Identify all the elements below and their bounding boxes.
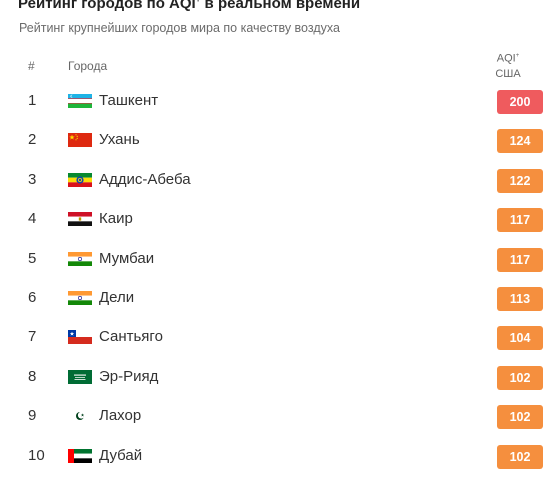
city-name[interactable]: Дели xyxy=(99,289,135,306)
column-header-aqi-mark: + xyxy=(515,53,520,59)
city-rank: 5 xyxy=(28,249,37,267)
column-header-city: Города xyxy=(68,59,108,73)
city-rank: 4 xyxy=(28,210,37,228)
page-subtitle: Рейтинг крупнейших городов мира по качес… xyxy=(19,21,340,35)
city-name[interactable]: Дубай xyxy=(99,446,143,464)
city-name[interactable]: Эр-Рияд xyxy=(99,367,159,385)
city-row[interactable]: 9 Лахор 102 xyxy=(0,396,556,436)
city-row[interactable]: 7 Сантьяго 104 xyxy=(0,317,556,357)
city-rank: 6 xyxy=(28,289,37,306)
city-rank: 8 xyxy=(28,367,37,385)
aqi-badge: 200 xyxy=(497,90,543,114)
city-name[interactable]: Аддис-Абеба xyxy=(99,170,191,188)
city-rank: 7 xyxy=(28,328,37,346)
city-row[interactable]: 10 Дубай 102 xyxy=(0,436,556,476)
aqi-badge: 122 xyxy=(497,168,543,193)
city-name[interactable]: Каир xyxy=(99,210,133,228)
uzbekistan-flag-icon xyxy=(68,94,92,108)
city-row[interactable]: 3 Аддис-Абеба 122 xyxy=(0,160,556,200)
city-rank: 10 xyxy=(28,446,45,464)
city-row[interactable]: 5 Мумбаи 117 xyxy=(0,239,556,279)
uae-flag-icon xyxy=(68,448,92,463)
aqi-badge: 102 xyxy=(497,405,543,430)
city-rank: 3 xyxy=(28,170,37,188)
city-row[interactable]: 8 Эр-Рияд 102 xyxy=(0,357,556,397)
page-title-text: Рейтинг городов по AQI xyxy=(18,0,196,12)
egypt-flag-icon xyxy=(68,212,92,227)
aqi-badge: 124 xyxy=(497,129,543,154)
saudi-arabia-flag-icon xyxy=(68,369,92,384)
china-flag-icon xyxy=(68,133,92,148)
city-rank: 1 xyxy=(28,92,37,109)
column-header-aqi-line1: AQI xyxy=(496,52,516,65)
city-row[interactable]: 2 Ухань 124 xyxy=(0,120,556,160)
column-header-aqi: AQI+ США xyxy=(486,49,530,82)
city-row[interactable]: 1 Ташкент 200 xyxy=(0,81,556,121)
ethiopia-flag-icon xyxy=(68,172,92,187)
aqi-badge: 102 xyxy=(497,444,543,469)
table-header: # Города AQI+ США xyxy=(0,48,556,84)
city-row[interactable]: 6 Дели 113 xyxy=(0,278,556,318)
pakistan-flag-icon xyxy=(68,409,92,424)
chile-flag-icon xyxy=(68,330,92,345)
page-title-mark: + xyxy=(196,0,201,4)
city-rank: 9 xyxy=(28,407,37,425)
india-flag-icon xyxy=(68,251,92,266)
city-name[interactable]: Ухань xyxy=(99,131,140,149)
city-name[interactable]: Лахор xyxy=(99,407,142,425)
aqi-badge: 113 xyxy=(497,287,543,311)
city-rank: 2 xyxy=(28,131,37,149)
city-name[interactable]: Мумбаи xyxy=(99,249,155,267)
city-name[interactable]: Ташкент xyxy=(99,92,159,109)
page-title-suffix: в реальном времени xyxy=(200,0,361,12)
aqi-badge: 117 xyxy=(497,208,543,233)
india-flag-icon xyxy=(68,291,92,305)
aqi-badge: 117 xyxy=(497,247,543,272)
city-name[interactable]: Сантьяго xyxy=(99,328,163,346)
aqi-badge: 104 xyxy=(497,326,543,351)
column-header-aqi-line2: США xyxy=(495,67,521,80)
city-row[interactable]: 4 Каир 117 xyxy=(0,199,556,239)
page-title: Рейтинг городов по AQI+ в реальном време… xyxy=(18,0,360,12)
aqi-badge: 102 xyxy=(497,365,543,390)
column-header-rank: # xyxy=(28,59,35,73)
